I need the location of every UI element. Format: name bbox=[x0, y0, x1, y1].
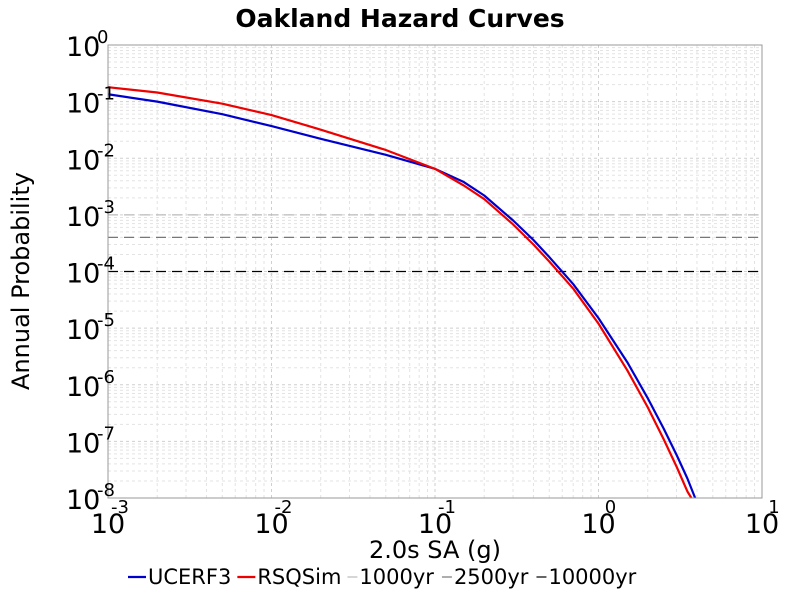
y-tick-base: 10 bbox=[66, 485, 100, 516]
x-tick-exponent: -1 bbox=[438, 497, 456, 518]
x-tick-base: 10 bbox=[91, 509, 125, 540]
y-tick-exponent: -7 bbox=[97, 423, 115, 444]
y-tick-exponent: -2 bbox=[97, 140, 115, 161]
legend-label-2500yr: 2500yr bbox=[454, 565, 529, 589]
series-line-ucerf3 bbox=[107, 93, 697, 499]
x-tick-exponent: 1 bbox=[768, 497, 779, 518]
plot-area-frame bbox=[107, 44, 763, 499]
y-tick-exponent: 0 bbox=[97, 27, 108, 48]
legend-label-ucerf3: UCERF3 bbox=[148, 565, 231, 589]
y-tick-base: 10 bbox=[66, 202, 100, 233]
x-tick-exponent: -2 bbox=[275, 497, 293, 518]
legend-label-10000yr: 10000yr bbox=[548, 565, 636, 589]
y-tick-exponent: -5 bbox=[97, 310, 115, 331]
x-tick-base: 10 bbox=[254, 509, 288, 540]
x-tick-exponent: -3 bbox=[111, 497, 129, 518]
y-tick-exponent: -1 bbox=[97, 84, 115, 105]
reference-lines bbox=[108, 214, 762, 273]
y-tick-base: 10 bbox=[66, 145, 100, 176]
y-tick-exponent: -8 bbox=[97, 480, 115, 501]
y-tick-base: 10 bbox=[66, 372, 100, 403]
x-tick-exponent: 0 bbox=[605, 497, 616, 518]
x-tick-base: 10 bbox=[581, 509, 615, 540]
y-tick-base: 10 bbox=[66, 428, 100, 459]
legend-label-rsqsim: RSQSim bbox=[257, 565, 341, 589]
x-tick-base: 10 bbox=[418, 509, 452, 540]
y-tick-base: 10 bbox=[66, 259, 100, 290]
y-tick-exponent: -4 bbox=[97, 254, 115, 275]
y-axis-label: Annual Probability bbox=[7, 172, 35, 390]
x-tick-base: 10 bbox=[745, 509, 779, 540]
y-tick-base: 10 bbox=[66, 32, 100, 63]
x-axis-label: 2.0s SA (g) bbox=[369, 536, 501, 564]
y-tick-exponent: -6 bbox=[97, 367, 115, 388]
y-tick-base: 10 bbox=[66, 315, 100, 346]
chart-title: Oakland Hazard Curves bbox=[235, 4, 564, 33]
y-tick-exponent: -3 bbox=[97, 197, 115, 218]
legend: UCERF3 RSQSim 1000yr 2500yr 10000yr bbox=[128, 565, 637, 589]
series-line-rsqsim bbox=[107, 86, 693, 499]
hazard-curves bbox=[107, 86, 697, 499]
legend-label-1000yr: 1000yr bbox=[359, 565, 434, 589]
y-tick-base: 10 bbox=[66, 89, 100, 120]
